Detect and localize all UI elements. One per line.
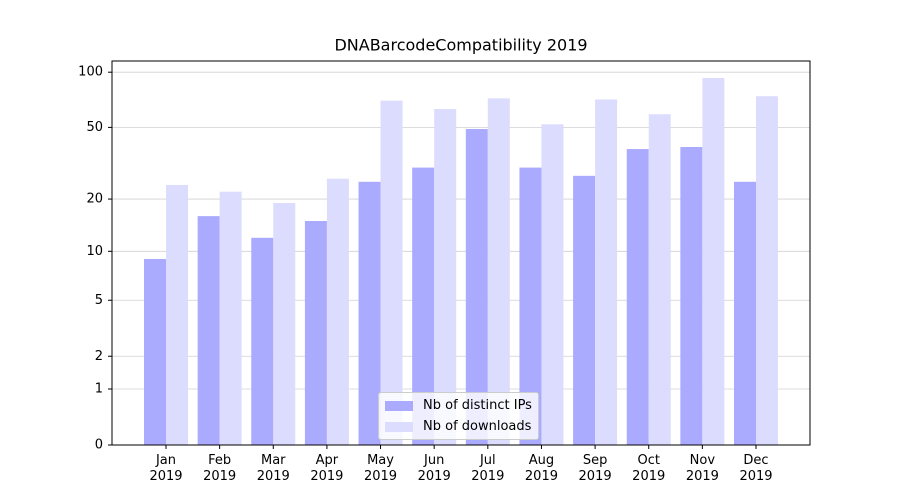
legend: Nb of distinct IPs Nb of downloads [378, 392, 539, 440]
x-tick-label: Aug 2019 [524, 453, 558, 484]
bar [304, 221, 327, 445]
x-tick-label: May 2019 [363, 453, 398, 484]
legend-label: Nb of distinct IPs [423, 398, 532, 413]
x-tick-label: Jun 2019 [417, 453, 451, 484]
legend-swatch [385, 421, 413, 432]
y-tick-label: 20 [86, 192, 103, 207]
bar [434, 109, 457, 445]
bar [680, 147, 703, 445]
x-tick-label: Dec 2019 [739, 453, 773, 484]
bar [702, 77, 725, 445]
chart-title: DNABarcodeCompatibility 2019 [334, 36, 587, 55]
bar [573, 175, 596, 445]
x-tick-label: Feb 2019 [203, 453, 237, 484]
x-tick-label: Nov 2019 [685, 453, 719, 484]
x-tick-label: Apr 2019 [310, 453, 344, 484]
x-tick-label: Sep 2019 [578, 453, 612, 484]
plot-frame [111, 60, 811, 446]
bar [326, 178, 349, 445]
x-tick-label: Oct 2019 [632, 453, 666, 484]
bar [358, 181, 381, 445]
bar [756, 96, 778, 445]
y-tick-label: 10 [86, 244, 103, 259]
bar [541, 124, 564, 445]
y-tick-label: 50 [86, 120, 103, 135]
bar [251, 237, 274, 445]
y-tick-label: 2 [95, 349, 103, 364]
bar [197, 216, 220, 445]
legend-swatch [385, 400, 413, 411]
y-tick-label: 5 [95, 293, 103, 308]
bar [166, 184, 188, 445]
bar [380, 100, 403, 445]
y-tick-label: 0 [95, 438, 103, 453]
bar [219, 191, 242, 445]
bar [273, 203, 296, 445]
legend-item: Nb of distinct IPs [385, 395, 532, 416]
legend-item: Nb of downloads [385, 416, 532, 437]
bar [626, 149, 649, 445]
bar [144, 258, 166, 445]
y-tick-label: 1 [95, 382, 103, 397]
y-tick-label: 100 [78, 65, 103, 80]
bar [648, 114, 671, 446]
bar [465, 128, 488, 446]
bar [734, 181, 756, 445]
bar [487, 98, 510, 446]
x-tick-label: Jan 2019 [149, 453, 183, 484]
legend-label: Nb of downloads [423, 419, 532, 434]
x-tick-label: Mar 2019 [256, 453, 290, 484]
x-tick-label: Jul 2019 [471, 453, 505, 484]
bar [519, 167, 542, 445]
bar [595, 99, 618, 445]
bar [412, 167, 435, 445]
